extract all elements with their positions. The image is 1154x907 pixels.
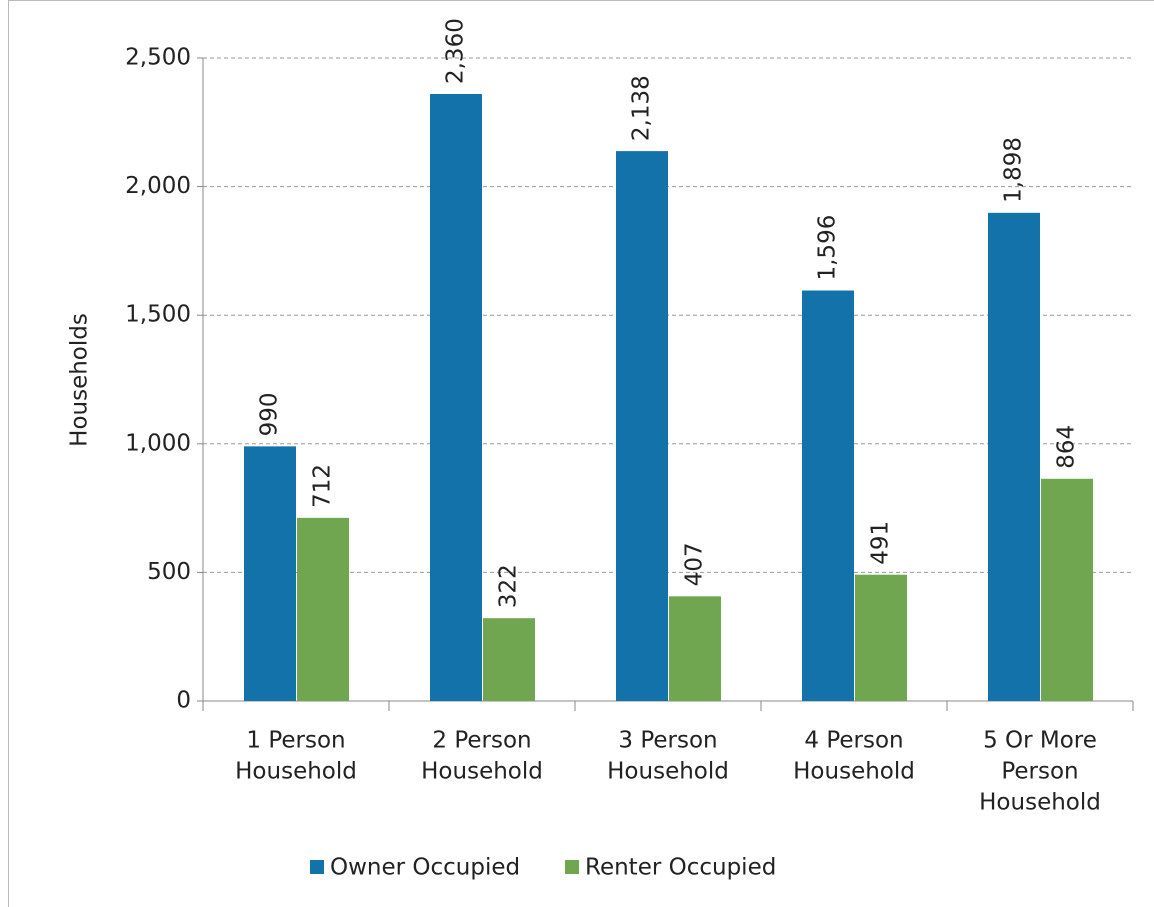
x-tick-label: Household: [421, 759, 543, 785]
x-tick-label: 1 Person: [246, 728, 345, 754]
x-tick-label: Household: [979, 790, 1101, 816]
data-label: 491: [868, 521, 894, 565]
y-axis-label: Households: [67, 313, 93, 447]
data-label: 322: [496, 564, 522, 608]
chart-border: [8, 0, 1154, 907]
legend-swatch: [310, 860, 324, 874]
y-tick-label: 0: [176, 688, 191, 714]
legend-label: Owner Occupied: [330, 855, 520, 881]
legend-label: Renter Occupied: [585, 855, 776, 881]
bar: [855, 574, 907, 701]
data-label: 1,898: [1001, 137, 1027, 203]
x-tick-label: Person: [1001, 759, 1078, 785]
x-tick-label: 5 Or More: [983, 728, 1097, 754]
data-label: 2,138: [629, 75, 655, 141]
bar: [802, 290, 854, 701]
bar: [244, 446, 296, 701]
bar: [430, 94, 482, 702]
x-tick-label: Household: [235, 759, 357, 785]
y-tick-label: 500: [147, 559, 191, 585]
y-tick-label: 1,500: [125, 302, 191, 328]
bar: [616, 151, 668, 702]
bar: [669, 596, 721, 701]
y-tick-label: 1,000: [125, 430, 191, 456]
bar: [1041, 478, 1093, 701]
data-label: 712: [310, 464, 336, 508]
x-tick-label: Household: [607, 759, 729, 785]
legend-swatch: [565, 860, 579, 874]
data-label: 1,596: [815, 215, 841, 281]
bar: [297, 517, 349, 701]
data-label: 864: [1054, 425, 1080, 469]
data-label: 990: [257, 392, 283, 436]
x-tick-label: 2 Person: [432, 728, 531, 754]
data-label: 2,360: [443, 18, 469, 84]
x-tick-label: 4 Person: [804, 728, 903, 754]
x-tick-label: Household: [793, 759, 915, 785]
y-tick-label: 2,500: [125, 45, 191, 71]
bar: [988, 212, 1040, 701]
data-label: 407: [682, 542, 708, 586]
bar: [483, 618, 535, 701]
x-tick-label: 3 Person: [618, 728, 717, 754]
y-tick-label: 2,000: [125, 173, 191, 199]
